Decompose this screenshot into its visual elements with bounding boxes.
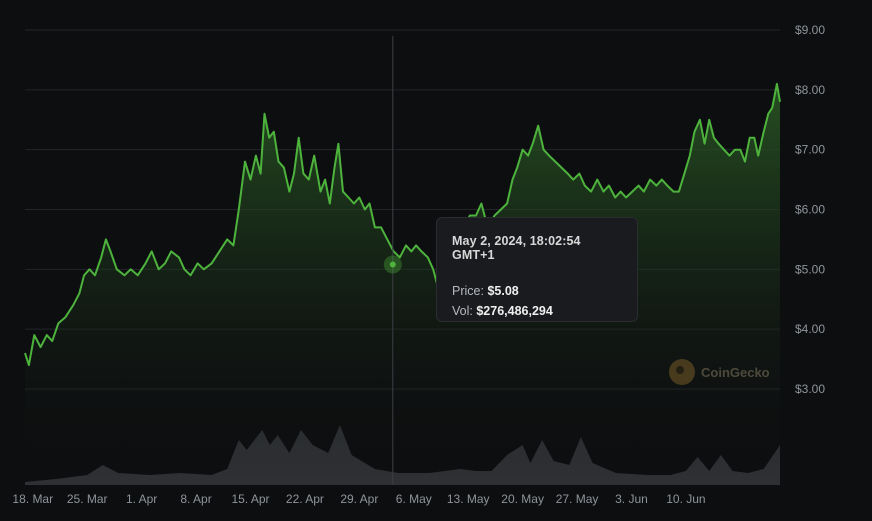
coingecko-watermark: CoinGecko (669, 358, 770, 386)
x-tick-label: 1. Apr (126, 492, 157, 506)
x-tick-label: 29. Apr (340, 492, 378, 506)
y-tick-label: $6.00 (795, 203, 825, 217)
chart-tooltip: May 2, 2024, 18:02:54 GMT+1 Price: $5.08… (436, 217, 638, 322)
tooltip-price-value: $5.08 (487, 284, 519, 298)
tooltip-price-row: Price: $5.08 (452, 284, 622, 298)
x-tick-label: 8. Apr (180, 492, 211, 506)
y-tick-label: $7.00 (795, 143, 825, 157)
x-tick-label: 25. Mar (67, 492, 108, 506)
y-tick-label: $4.00 (795, 322, 825, 336)
x-tick-label: 6. May (396, 492, 432, 506)
x-tick-label: 13. May (447, 492, 490, 506)
x-tick-label: 10. Jun (666, 492, 705, 506)
tooltip-volume-value: $276,486,294 (476, 304, 553, 318)
x-tick-label: 15. Apr (231, 492, 269, 506)
coingecko-logo-icon (669, 359, 695, 385)
price-area-fill (25, 83, 780, 486)
tooltip-date: May 2, 2024, 18:02:54 GMT+1 (452, 234, 581, 262)
y-axis: $9.00 $8.00 $7.00 $6.00 $5.00 $4.00 $3.00 (795, 23, 825, 396)
hover-marker (389, 261, 396, 268)
price-area (25, 83, 780, 486)
x-tick-label: 27. May (556, 492, 599, 506)
price-line (24, 82, 781, 367)
y-tick-label: $3.00 (795, 382, 825, 396)
x-axis: 18. Mar 25. Mar 1. Apr 8. Apr 15. Apr 22. Apr… (12, 492, 705, 506)
crosshair (383, 36, 402, 485)
x-tick-label: 3. Jun (615, 492, 648, 506)
tooltip-price-label: Price: (452, 284, 484, 298)
tooltip-volume-row: Vol: $276,486,294 (452, 304, 622, 318)
y-tick-label: $8.00 (795, 83, 825, 97)
y-tick-label: $9.00 (795, 23, 825, 37)
tooltip-volume-label: Vol: (452, 304, 473, 318)
x-tick-label: 22. Apr (286, 492, 324, 506)
y-tick-label: $5.00 (795, 262, 825, 276)
watermark-text: CoinGecko (701, 364, 770, 380)
x-tick-label: 20. May (501, 492, 544, 506)
price-line-path (24, 82, 781, 367)
x-tick-label: 18. Mar (12, 492, 53, 506)
